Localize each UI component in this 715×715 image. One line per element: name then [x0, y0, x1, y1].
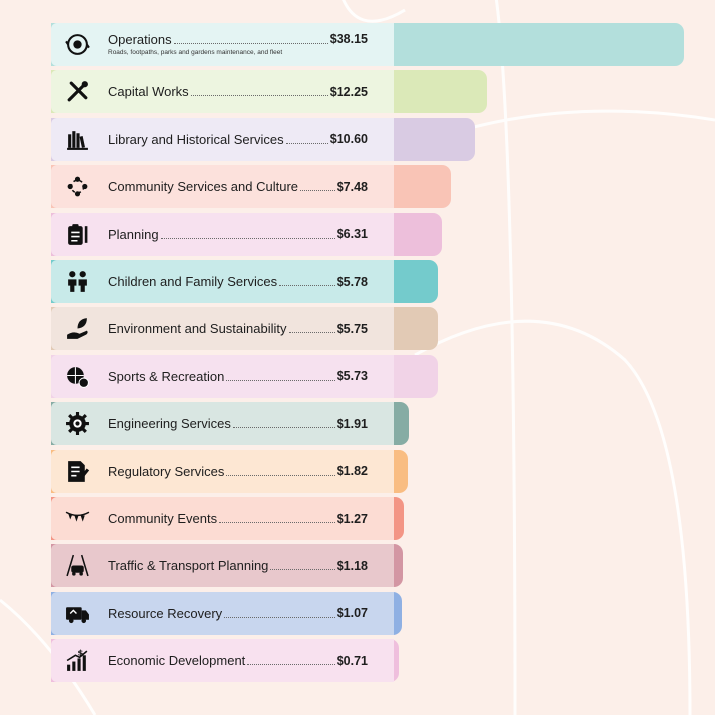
value-label: $12.25 [329, 84, 368, 99]
category-card: Sports & Recreation $5.73 [51, 354, 394, 398]
category-card: Environment and Sustainability $5.75 [51, 307, 394, 351]
value-label: $7.48 [336, 179, 368, 194]
category-label: Library and Historical Services [108, 131, 284, 147]
category-label: Environment and Sustainability [108, 321, 287, 337]
value-label: $5.73 [336, 369, 368, 384]
category-label: Children and Family Services [108, 274, 278, 289]
leader-line [285, 142, 328, 144]
label-line: Regulatory Services $1.82 [108, 450, 368, 493]
label-line: Sports & Recreation $5.73 [108, 355, 368, 398]
value-label: $5.75 [336, 321, 368, 336]
category-card: $ Economic Development $0.71 [51, 639, 394, 683]
leader-line [160, 237, 335, 239]
value-label: $10.60 [329, 132, 368, 147]
document-pen-icon [68, 460, 90, 482]
category-subtitle: Roads, footpaths, parks and gardens main… [108, 49, 283, 56]
books-icon [67, 130, 88, 150]
category-label: Economic Development [108, 653, 246, 669]
bunting-icon [65, 511, 90, 522]
category-card: Capital Works $12.25 [51, 70, 394, 114]
category-label: Community Events [108, 511, 218, 526]
category-label: Resource Recovery [108, 605, 223, 621]
leader-line [226, 379, 335, 381]
leader-line [279, 285, 335, 286]
category-label: Operations [108, 31, 172, 47]
tools-icon [67, 81, 88, 102]
category-card: Children and Family Services $5.78 [51, 260, 394, 303]
leader-line [232, 427, 335, 429]
value-label: $1.27 [336, 511, 368, 526]
value-label: $0.71 [336, 653, 368, 668]
leader-line [190, 95, 328, 97]
engineering-gear-icon [66, 412, 89, 436]
label-line: Economic Development $0.71 [108, 639, 368, 682]
label-line: Capital Works $12.25 [108, 70, 368, 113]
category-card: Traffic & Transport Planning $1.18 [51, 544, 394, 588]
category-label: Traffic & Transport Planning [108, 558, 269, 574]
category-card: Planning $6.31 [51, 212, 394, 256]
leader-line [224, 616, 335, 618]
category-label: Regulatory Services [108, 463, 225, 479]
value-label: $1.07 [336, 606, 368, 621]
label-line: Community Services and Culture $7.48 [108, 165, 368, 208]
value-label: $1.82 [336, 464, 368, 479]
category-label: Community Services and Culture [108, 179, 299, 195]
growth-chart-icon: $ [66, 648, 88, 672]
category-label: Engineering Services [108, 416, 231, 432]
category-card: Community Services and Culture $7.48 [51, 165, 394, 209]
value-label: $1.18 [336, 558, 368, 573]
label-line: Library and Historical Services $10.60 [108, 118, 368, 161]
gear-cycle-icon [65, 34, 90, 55]
leader-line [173, 42, 328, 44]
community-people-icon [67, 176, 88, 197]
svg-text:$: $ [78, 648, 84, 657]
label-line: Resource Recovery $1.07 [108, 592, 368, 635]
leader-line [219, 522, 335, 523]
label-line: Operations $38.15 [108, 23, 368, 55]
leader-line [226, 474, 335, 476]
hand-leaf-icon [67, 318, 88, 340]
value-label: $5.78 [336, 274, 368, 289]
value-label: $6.31 [336, 227, 368, 242]
category-card: Community Events $1.27 [51, 497, 394, 540]
category-card: Operations $38.15 Roads, footpaths, parks … [51, 23, 394, 66]
label-line: Planning $6.31 [108, 213, 368, 256]
category-label: Planning [108, 226, 159, 242]
label-line: Children and Family Services $5.78 [108, 260, 368, 303]
category-card: Engineering Services $1.91 [51, 402, 394, 446]
label-line: Engineering Services $1.91 [108, 402, 368, 445]
category-label: Sports & Recreation [108, 368, 225, 384]
leader-line [288, 332, 335, 334]
label-line: Environment and Sustainability $5.75 [108, 307, 368, 350]
recycling-truck-icon [66, 607, 89, 623]
leader-line [247, 664, 335, 666]
leader-line [270, 569, 335, 571]
category-card: Resource Recovery $1.07 [51, 591, 394, 635]
children-icon [68, 271, 87, 292]
category-label: Capital Works [108, 84, 189, 100]
label-line: Traffic & Transport Planning $1.18 [108, 544, 368, 587]
value-label: $1.91 [336, 416, 368, 431]
category-card: Library and Historical Services $10.60 [51, 117, 394, 161]
label-line: Community Events $1.27 [108, 497, 368, 540]
leader-line [300, 190, 335, 192]
traffic-car-icon [66, 555, 89, 577]
value-label: $38.15 [329, 32, 368, 46]
sports-balls-icon [67, 366, 89, 388]
clipboard-plan-icon [68, 223, 88, 245]
category-card: Regulatory Services $1.82 [51, 449, 394, 493]
